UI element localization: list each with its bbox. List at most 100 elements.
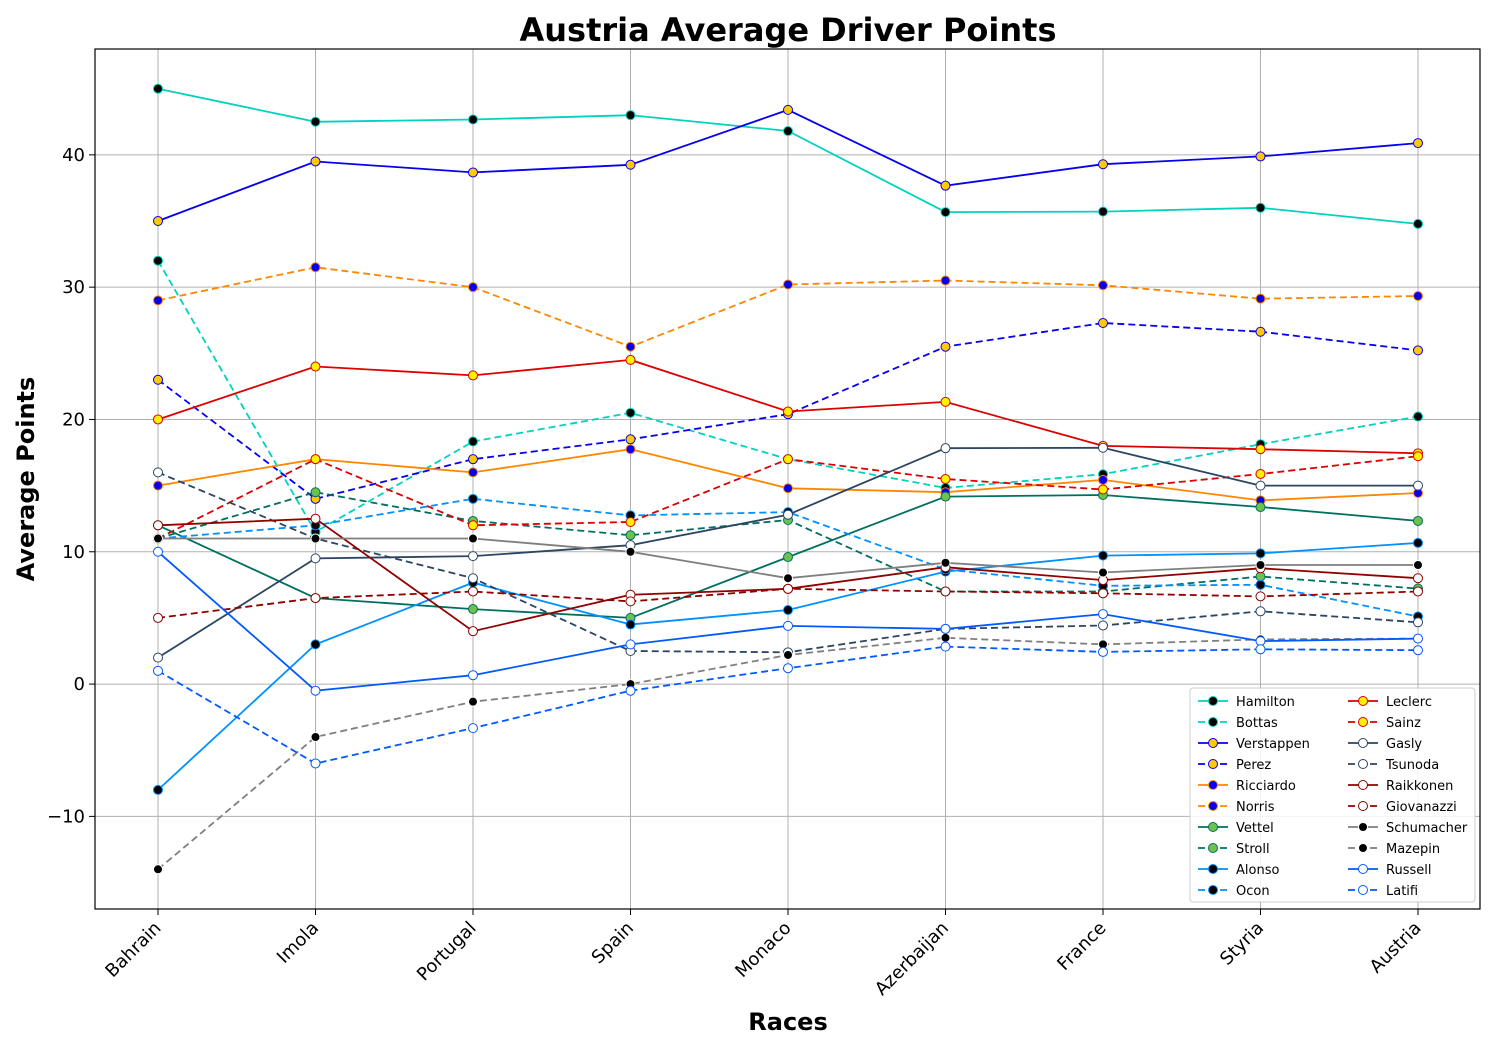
legend-label: Verstappen — [1236, 737, 1310, 752]
data-point — [468, 370, 478, 381]
data-point — [1098, 588, 1108, 599]
legend-entry: Norris — [1198, 800, 1275, 815]
data-point — [940, 491, 951, 502]
data-point — [153, 414, 163, 425]
data-point — [468, 670, 478, 681]
data-point — [783, 104, 793, 115]
legend-marker — [1358, 759, 1368, 769]
data-point — [940, 474, 951, 484]
data-point — [940, 341, 951, 352]
data-point — [1255, 480, 1266, 491]
y-tick-label: 30 — [62, 277, 85, 298]
legend-entry: Mazepin — [1348, 842, 1440, 857]
data-point — [783, 620, 793, 631]
data-point — [310, 513, 321, 524]
data-point — [1413, 537, 1423, 548]
data-point — [783, 604, 793, 615]
data-point — [1413, 617, 1423, 628]
x-tick-label: Bahrain — [101, 918, 165, 982]
series-line — [157, 266, 1419, 348]
data-point — [1255, 606, 1266, 617]
series-hamilton — [153, 83, 1423, 229]
data-point — [625, 639, 636, 650]
data-point — [625, 354, 636, 365]
data-point — [468, 696, 478, 707]
legend-label: Giovanazzi — [1386, 800, 1457, 815]
data-point — [153, 652, 163, 663]
y-axis-label: Average Points — [12, 377, 40, 582]
data-point — [310, 361, 321, 372]
data-point — [1255, 644, 1266, 655]
legend-label: Vettel — [1236, 821, 1274, 836]
data-point — [310, 553, 321, 564]
data-point — [468, 626, 478, 637]
data-point — [783, 663, 793, 674]
data-point — [783, 279, 793, 290]
data-point — [153, 784, 163, 795]
legend-label: Russell — [1386, 863, 1431, 878]
data-point — [1098, 484, 1108, 495]
data-point — [1413, 451, 1423, 462]
data-point — [468, 551, 478, 562]
legend-marker — [1358, 801, 1368, 811]
data-point — [310, 593, 321, 604]
data-point — [468, 454, 478, 465]
data-point — [153, 295, 163, 306]
y-tick-label: 10 — [62, 542, 85, 563]
data-point — [1413, 586, 1423, 597]
x-tick-label: Azerbaijan — [871, 918, 953, 1000]
legend-entry: Ocon — [1198, 884, 1270, 899]
data-point — [1255, 202, 1266, 213]
chart-title: Austria Average Driver Points — [519, 11, 1056, 49]
data-point — [1255, 548, 1266, 559]
data-point — [153, 255, 163, 266]
series-latifi — [153, 641, 1423, 769]
data-point — [940, 275, 951, 286]
data-point — [940, 586, 951, 597]
data-point — [1255, 444, 1266, 455]
data-point — [625, 619, 636, 630]
legend-label: Ocon — [1236, 884, 1270, 899]
data-point — [1413, 573, 1423, 584]
legend-entry: Latifi — [1348, 884, 1418, 899]
legend-entry: Alonso — [1198, 863, 1279, 878]
data-point — [940, 557, 951, 568]
legend-label: Mazepin — [1386, 842, 1440, 857]
legend-entry: Sainz — [1348, 716, 1421, 731]
legend-entry: Raikkonen — [1348, 779, 1453, 794]
legend-label: Gasly — [1386, 737, 1422, 752]
legend-marker — [1358, 822, 1368, 832]
legend-marker — [1208, 780, 1218, 790]
data-point — [625, 546, 636, 557]
data-point — [310, 487, 321, 498]
y-tick-label: 20 — [62, 409, 85, 430]
legend-label: Bottas — [1236, 716, 1278, 731]
data-point — [625, 530, 636, 541]
data-point — [1098, 280, 1108, 291]
legend-entry: Vettel — [1198, 821, 1274, 836]
series-gasly — [153, 442, 1423, 663]
data-point — [310, 758, 321, 769]
data-point — [153, 533, 163, 544]
data-point — [940, 180, 951, 191]
legend-label: Tsunoda — [1385, 758, 1439, 773]
data-point — [1255, 636, 1266, 647]
data-point — [940, 396, 951, 407]
legend-entry: Tsunoda — [1348, 758, 1439, 773]
series-line — [157, 322, 1419, 500]
series-norris — [153, 262, 1423, 352]
data-point — [625, 110, 636, 121]
data-point — [153, 216, 163, 226]
legend-label: Norris — [1236, 800, 1275, 815]
data-point — [1098, 159, 1108, 170]
data-point — [1413, 633, 1423, 644]
legend-marker — [1358, 738, 1368, 748]
data-point — [468, 604, 478, 615]
data-point — [1413, 515, 1423, 526]
data-point — [940, 443, 951, 454]
data-point — [310, 533, 321, 544]
data-point — [625, 341, 636, 352]
data-point — [1098, 646, 1108, 657]
x-tick-label: Styria — [1216, 918, 1268, 970]
x-tick-label: Portugal — [413, 918, 481, 986]
